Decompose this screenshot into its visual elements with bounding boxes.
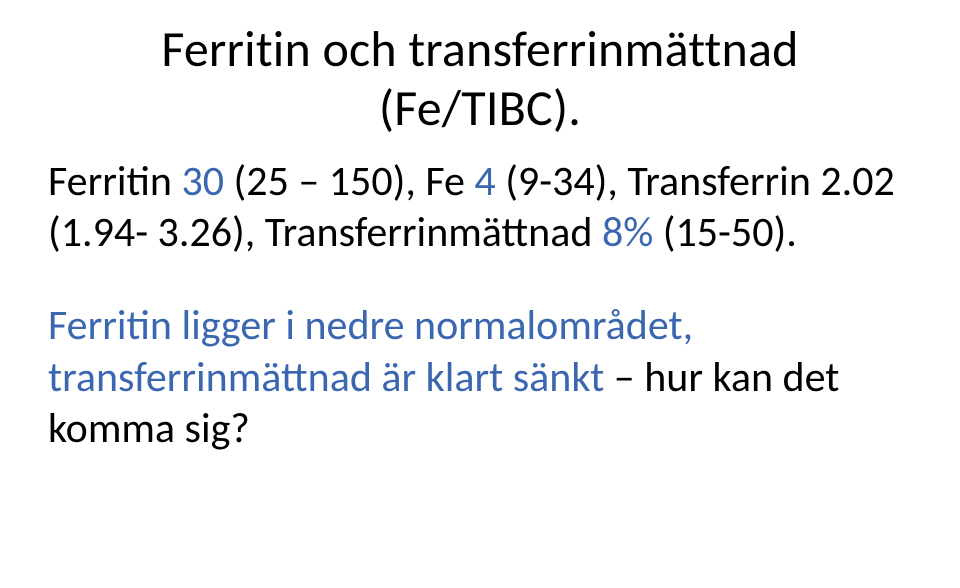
value-fe: 4 bbox=[474, 156, 495, 207]
slide-title: Ferritin och transferrinmättnad (Fe/TIBC… bbox=[48, 20, 912, 138]
lab-values-paragraph: Ferritin 30 (25 – 150), Fe 4 (9-34), Tra… bbox=[48, 156, 912, 258]
interpretation-ts: transferrinmättnad är klart sänkt bbox=[48, 352, 614, 403]
slide: Ferritin och transferrinmättnad (Fe/TIBC… bbox=[0, 0, 960, 588]
value-transferrin-saturation: 8% bbox=[602, 207, 653, 258]
interpretation-ferritin: Ferritin ligger i nedre normalområdet, bbox=[48, 300, 693, 351]
label-ferritin: Ferritin bbox=[48, 156, 181, 207]
text-ts-range: (15-50). bbox=[653, 207, 797, 258]
title-line-2: (Fe/TIBC). bbox=[379, 78, 581, 139]
slide-body: Ferritin 30 (25 – 150), Fe 4 (9-34), Tra… bbox=[48, 156, 912, 454]
text-after-ferritin: (25 – 150), Fe bbox=[224, 156, 474, 207]
title-line-1: Ferritin och transferrinmättnad bbox=[161, 19, 798, 80]
label-transferrin-saturation: Transferrinmättnad bbox=[265, 207, 602, 258]
value-ferritin: 30 bbox=[181, 156, 224, 207]
interpretation-paragraph: Ferritin ligger i nedre normalområdet, t… bbox=[48, 300, 912, 454]
